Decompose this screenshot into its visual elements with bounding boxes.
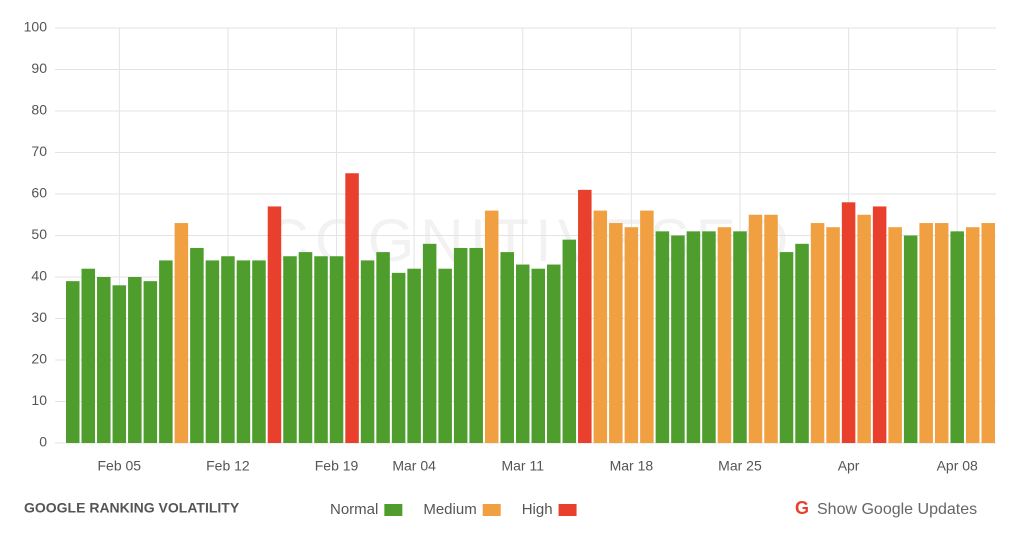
bar bbox=[128, 277, 142, 443]
y-tick-label: 30 bbox=[31, 309, 47, 325]
bar bbox=[919, 223, 933, 443]
bar bbox=[376, 252, 390, 443]
bar bbox=[329, 256, 344, 443]
bar bbox=[236, 260, 251, 443]
show-updates-button[interactable]: G Show Google Updates bbox=[795, 498, 977, 518]
bar bbox=[345, 173, 359, 443]
legend-swatch bbox=[558, 504, 577, 516]
y-tick-label: 80 bbox=[31, 102, 47, 118]
bar bbox=[779, 252, 794, 443]
bar bbox=[515, 264, 530, 443]
bar bbox=[438, 268, 452, 443]
bar bbox=[981, 223, 995, 443]
x-tick-label: Mar 11 bbox=[501, 458, 544, 474]
x-tick-label: Apr 08 bbox=[937, 458, 978, 474]
bar bbox=[826, 227, 840, 443]
bar bbox=[298, 252, 313, 443]
bar bbox=[221, 256, 235, 443]
bar bbox=[547, 264, 561, 443]
bar bbox=[950, 231, 964, 443]
legend-label: Normal bbox=[330, 501, 378, 518]
y-tick-label: 50 bbox=[31, 226, 47, 242]
bar bbox=[640, 210, 654, 443]
legend-label: Medium bbox=[423, 501, 476, 518]
bar bbox=[609, 223, 623, 443]
x-tick-label: Mar 04 bbox=[392, 458, 436, 474]
bar bbox=[965, 227, 980, 443]
bar bbox=[903, 235, 918, 443]
bar bbox=[112, 285, 127, 443]
y-tick-label: 60 bbox=[31, 185, 47, 201]
x-tick-label: Feb 12 bbox=[206, 458, 250, 474]
bar bbox=[934, 223, 949, 443]
bar bbox=[702, 231, 716, 443]
bar bbox=[578, 189, 592, 443]
x-tick-label: Feb 05 bbox=[98, 458, 142, 474]
bar bbox=[453, 247, 468, 443]
bar bbox=[562, 239, 577, 443]
bar bbox=[391, 272, 406, 443]
legend-swatch bbox=[384, 504, 403, 516]
bar bbox=[531, 268, 546, 443]
bar bbox=[143, 281, 158, 443]
x-tick-label: Mar 18 bbox=[610, 458, 654, 474]
bar bbox=[360, 260, 375, 443]
bar bbox=[624, 227, 639, 443]
bar bbox=[671, 235, 685, 443]
bar bbox=[748, 214, 763, 443]
bar bbox=[500, 252, 514, 443]
bar bbox=[252, 260, 266, 443]
bar bbox=[422, 243, 437, 443]
y-tick-label: 10 bbox=[31, 392, 47, 408]
bar bbox=[81, 268, 96, 443]
legend-label: High bbox=[522, 501, 553, 518]
bar bbox=[872, 206, 887, 443]
bar bbox=[97, 277, 111, 443]
bar bbox=[283, 256, 297, 443]
bar bbox=[733, 231, 747, 443]
y-tick-label: 70 bbox=[31, 143, 47, 159]
x-tick-label: Mar 25 bbox=[718, 458, 762, 474]
bar bbox=[174, 223, 189, 443]
bar bbox=[159, 260, 173, 443]
chart-title: GOOGLE RANKING VOLATILITY bbox=[24, 500, 240, 516]
bar bbox=[484, 210, 499, 443]
bar bbox=[717, 227, 732, 443]
bar bbox=[795, 243, 809, 443]
bar bbox=[841, 202, 856, 443]
bar bbox=[267, 206, 282, 443]
bar bbox=[66, 281, 80, 443]
bar bbox=[190, 247, 204, 443]
google-icon: G bbox=[795, 498, 809, 518]
y-tick-label: 20 bbox=[31, 351, 47, 367]
y-tick-label: 100 bbox=[24, 19, 48, 35]
bar bbox=[857, 214, 871, 443]
bar bbox=[764, 214, 778, 443]
bar bbox=[810, 223, 825, 443]
bar bbox=[469, 247, 483, 443]
bar bbox=[205, 260, 220, 443]
x-tick-label: Feb 19 bbox=[315, 458, 359, 474]
legend-swatch bbox=[482, 504, 501, 516]
y-tick-label: 40 bbox=[31, 268, 47, 284]
button-label[interactable]: Show Google Updates bbox=[817, 501, 977, 518]
y-tick-label: 90 bbox=[31, 60, 47, 76]
bar bbox=[593, 210, 608, 443]
bar bbox=[407, 268, 421, 443]
bar bbox=[686, 231, 701, 443]
bar bbox=[655, 231, 670, 443]
x-tick-label: Apr bbox=[838, 458, 860, 474]
bar bbox=[314, 256, 328, 443]
y-tick-label: 0 bbox=[39, 434, 47, 450]
bar bbox=[888, 227, 902, 443]
